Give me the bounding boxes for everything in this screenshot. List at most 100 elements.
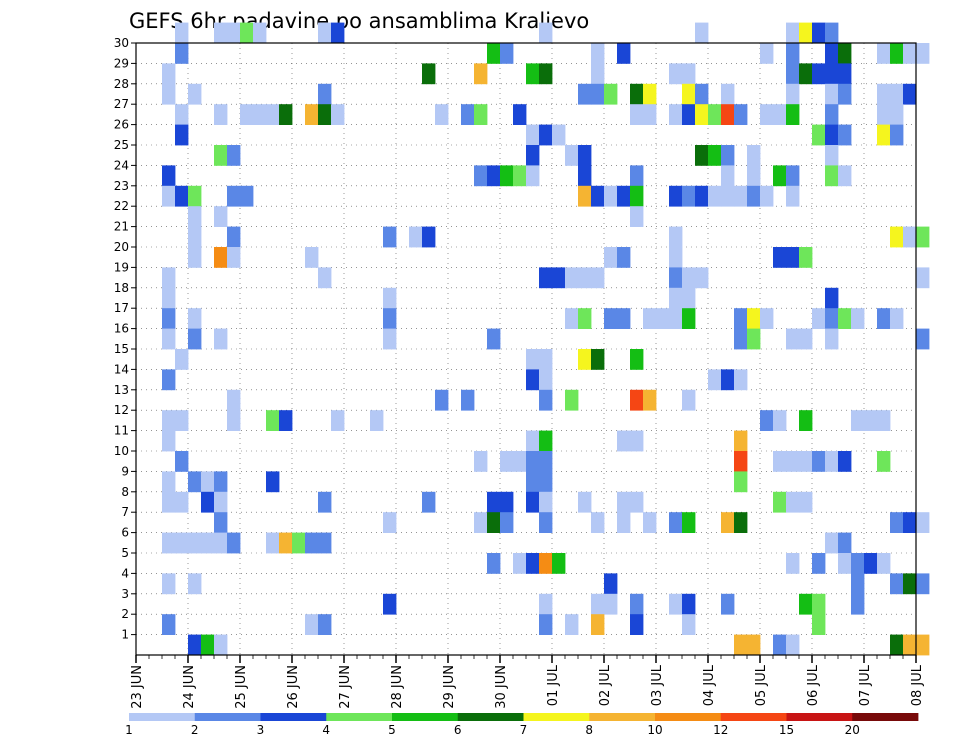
precip-cell	[864, 410, 878, 431]
precip-cell	[903, 83, 917, 105]
precip-cell	[864, 553, 878, 574]
precip-cell	[461, 389, 475, 411]
precip-cell	[526, 349, 540, 370]
y-tick-label: 6	[121, 526, 129, 540]
precip-cell	[526, 430, 540, 452]
precip-cell	[552, 267, 566, 289]
precip-cell	[318, 104, 332, 125]
precip-cell	[162, 410, 176, 431]
precip-cell	[214, 104, 228, 125]
precip-cell	[786, 165, 800, 187]
precip-cell	[383, 328, 397, 350]
precip-cell	[617, 308, 631, 329]
y-tick-label: 3	[121, 587, 129, 601]
precip-cell	[539, 593, 553, 615]
y-tick-label: 1	[121, 628, 129, 642]
y-tick-label: 29	[114, 56, 129, 70]
precip-cell	[383, 593, 397, 615]
y-tick-label: 21	[114, 220, 129, 234]
precip-cell	[604, 308, 618, 329]
precip-cell	[747, 328, 761, 350]
precip-cell	[565, 614, 579, 635]
precip-cell	[721, 104, 735, 125]
precip-cell	[890, 104, 904, 125]
x-tick-label: 25 JUN	[234, 665, 249, 709]
y-axis-ticks: 1234567891011121314151617181920212223242…	[114, 36, 136, 642]
precip-cell	[799, 247, 813, 268]
precip-cell	[643, 104, 657, 125]
precip-cell	[630, 614, 644, 635]
precip-cell	[162, 614, 176, 635]
precip-cell	[253, 104, 267, 125]
y-tick-label: 28	[114, 77, 129, 91]
precip-cell	[487, 165, 501, 187]
precip-cell	[604, 593, 618, 615]
precip-cell	[240, 185, 254, 207]
precip-cell	[162, 165, 176, 187]
precip-cell	[162, 328, 176, 350]
precip-cell	[630, 185, 644, 207]
precip-cell	[773, 104, 787, 125]
precip-cell	[461, 104, 475, 125]
precip-cell	[799, 593, 813, 615]
precip-cell	[682, 389, 696, 411]
precip-cell	[591, 83, 605, 105]
precip-cell	[201, 491, 215, 513]
precip-cell	[539, 491, 553, 513]
precip-cell	[786, 43, 800, 64]
precip-cell	[669, 63, 683, 85]
y-tick-label: 24	[114, 158, 129, 172]
precip-cell	[175, 451, 189, 472]
precip-cell	[539, 614, 553, 635]
precip-cell	[188, 573, 202, 595]
precip-cell	[721, 369, 735, 391]
precip-cell	[890, 226, 904, 248]
x-tick-label: 07 JUL	[858, 664, 873, 706]
precip-cell	[721, 512, 735, 533]
precip-cell	[643, 308, 657, 329]
precip-cell	[825, 165, 839, 187]
precip-cell	[422, 63, 436, 85]
precip-cell	[721, 83, 735, 105]
precip-cell	[799, 22, 813, 44]
y-tick-label: 26	[114, 118, 129, 132]
precip-cell	[162, 63, 176, 85]
precip-cell	[318, 22, 332, 44]
precip-cell	[799, 410, 813, 431]
precip-cell	[279, 532, 293, 554]
precip-cell	[162, 369, 176, 391]
precip-cell	[591, 593, 605, 615]
precip-cell	[877, 553, 891, 574]
x-tick-label: 06 JUL	[806, 664, 821, 706]
precip-cell	[383, 308, 397, 329]
precip-cell	[175, 124, 189, 146]
precip-cell	[227, 389, 241, 411]
precip-cell	[734, 185, 748, 207]
precip-cell	[305, 614, 319, 635]
legend-label: 4	[322, 723, 330, 737]
legend-color-swatch	[523, 713, 590, 721]
legend-label: 5	[388, 723, 396, 737]
legend-color-swatch	[194, 713, 261, 721]
precip-cell	[786, 247, 800, 268]
precip-cell	[578, 267, 592, 289]
precip-cell	[591, 267, 605, 289]
y-tick-label: 23	[114, 179, 129, 193]
x-tick-label: 05 JUL	[754, 664, 769, 706]
precip-cell	[630, 491, 644, 513]
precip-cell	[409, 226, 423, 248]
precip-cell	[708, 104, 722, 125]
precip-cell	[188, 206, 202, 227]
legend-label: 7	[520, 723, 528, 737]
precip-cell	[682, 185, 696, 207]
precip-cell	[214, 634, 228, 656]
precip-cell	[851, 308, 865, 329]
precip-cell	[227, 226, 241, 248]
precip-cell	[643, 389, 657, 411]
precip-cell	[513, 104, 527, 125]
precip-cell	[175, 22, 189, 44]
precip-cell	[851, 573, 865, 595]
precip-cell	[773, 410, 787, 431]
legend-label: 15	[779, 723, 794, 737]
precip-cell	[539, 512, 553, 533]
